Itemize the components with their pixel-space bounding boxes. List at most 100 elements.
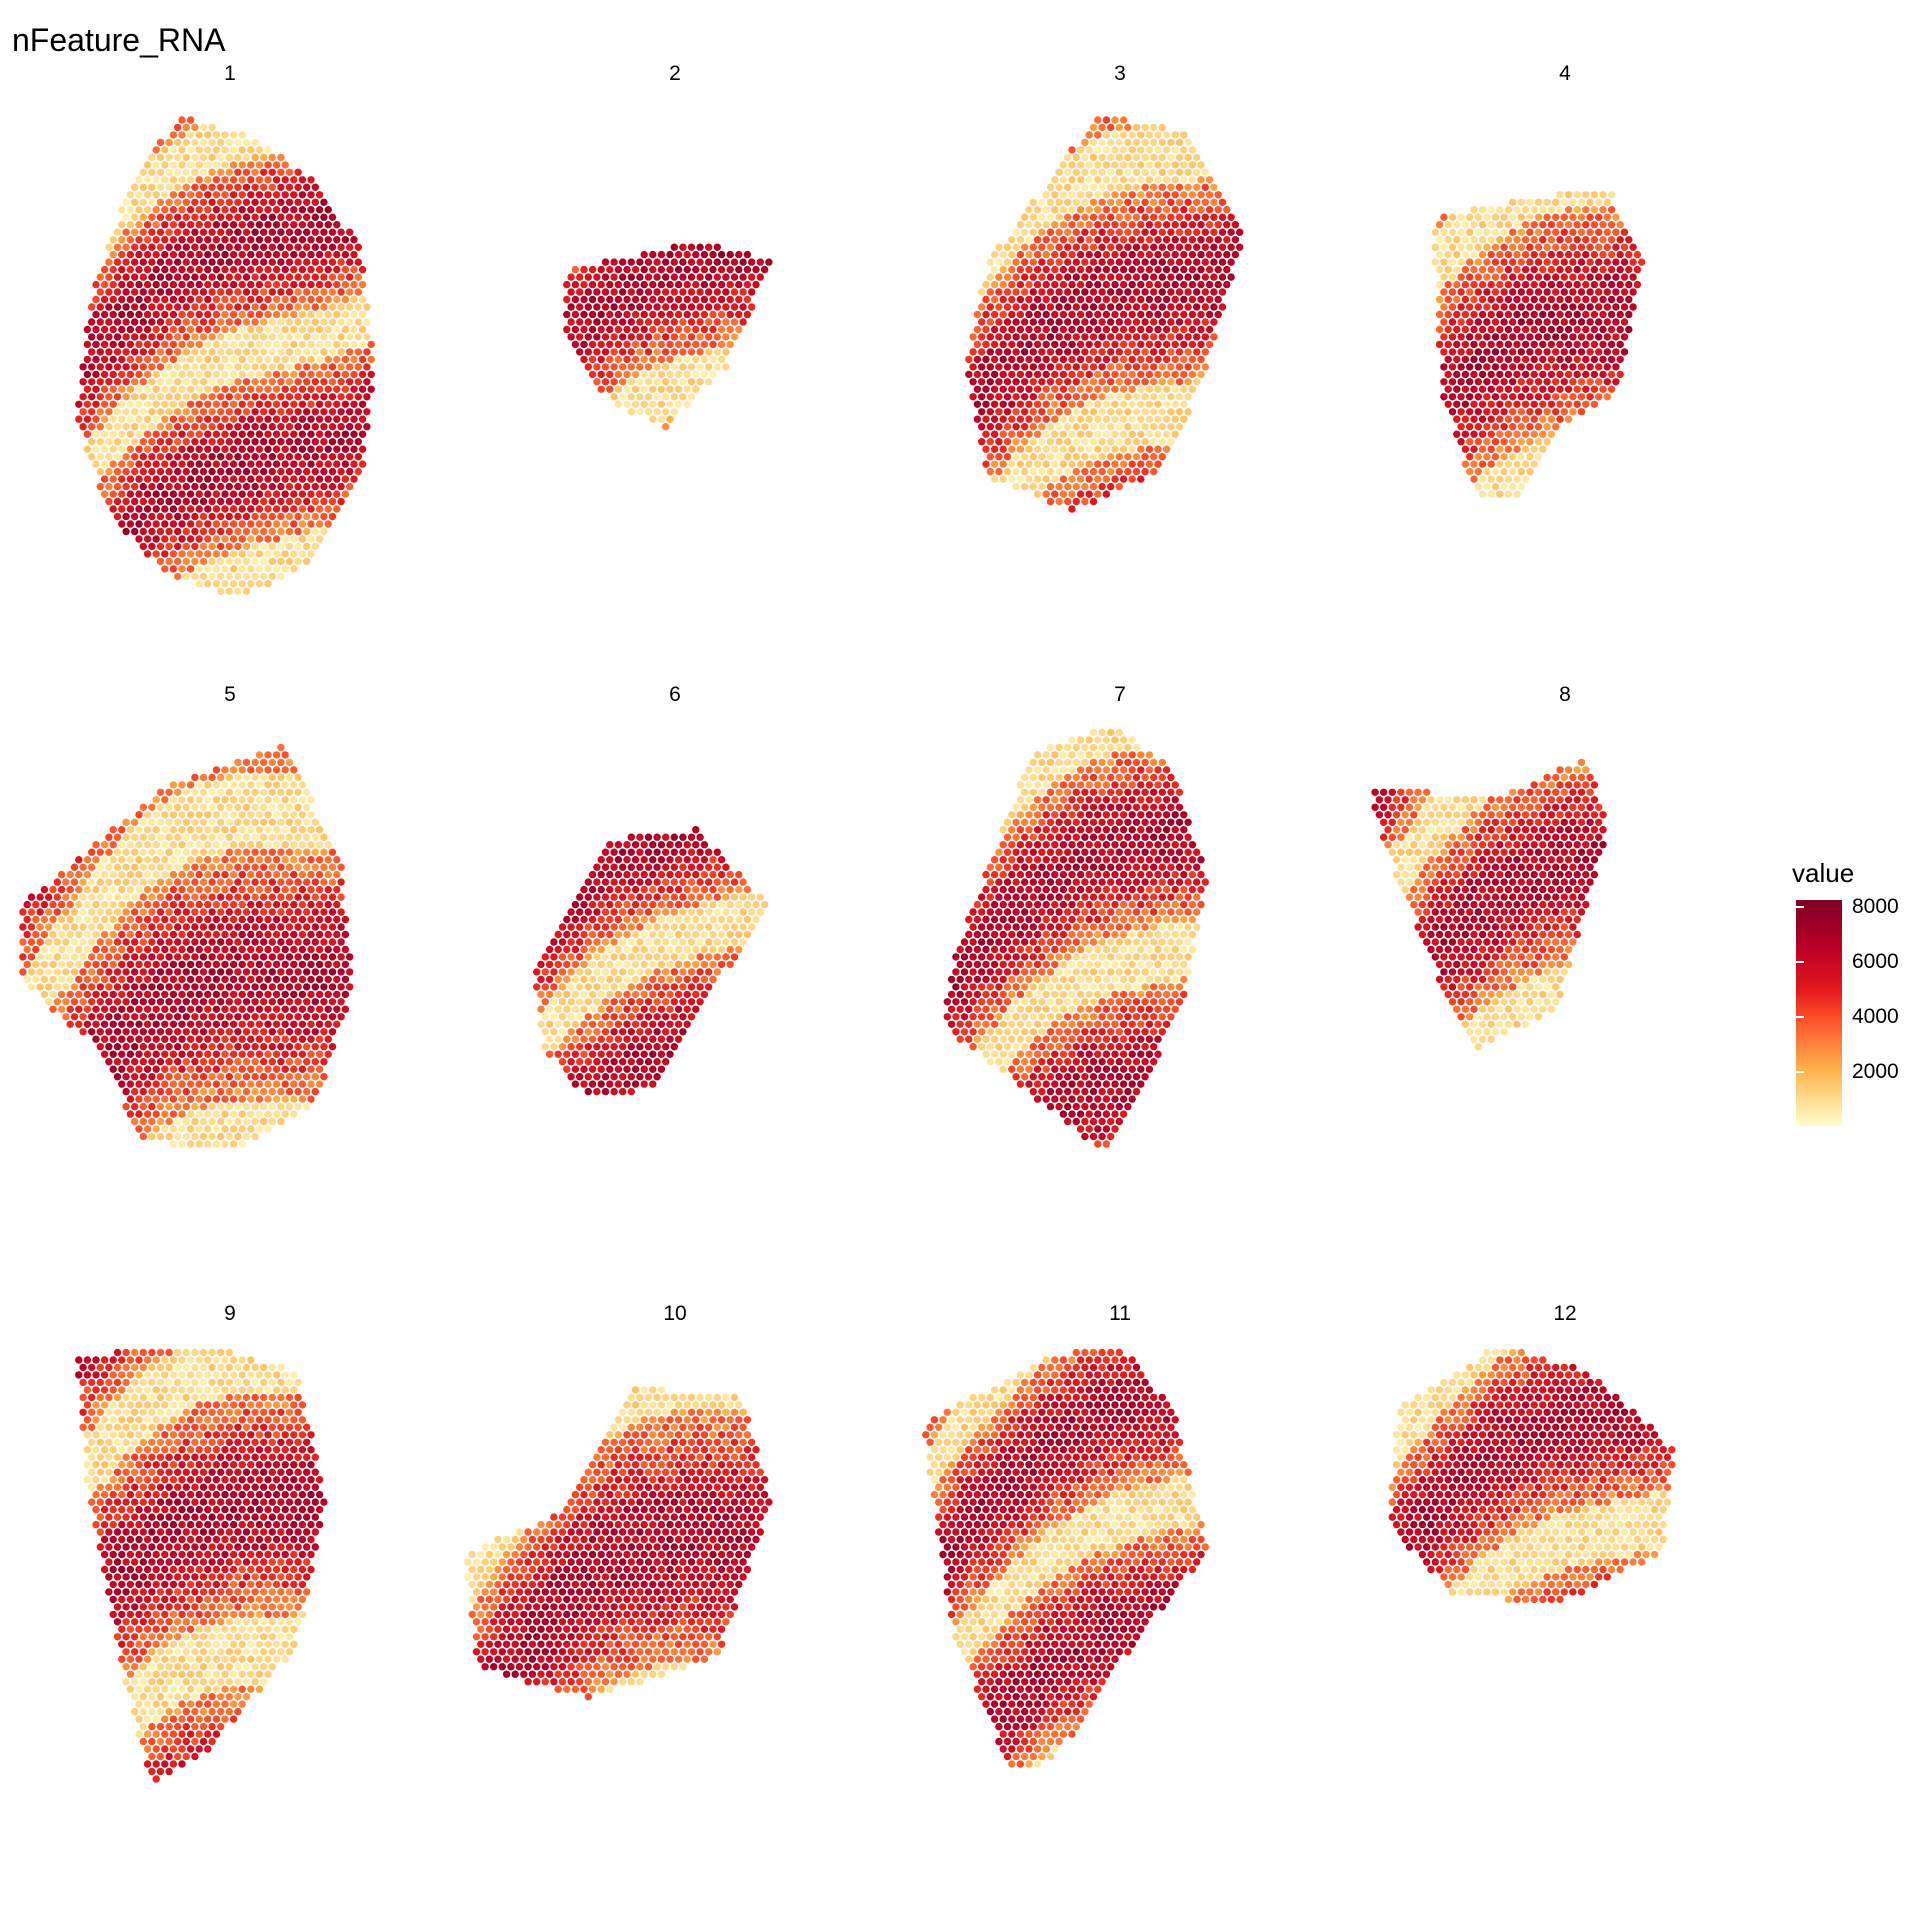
spot xyxy=(320,527,328,536)
spot xyxy=(1162,206,1171,214)
spot xyxy=(1119,191,1128,199)
spot xyxy=(303,348,311,356)
spot xyxy=(320,378,328,386)
spot xyxy=(182,998,190,1006)
spot xyxy=(311,968,319,976)
spot xyxy=(212,385,221,393)
spot xyxy=(1431,243,1439,251)
spot xyxy=(726,250,734,259)
spot xyxy=(1158,153,1166,162)
spot xyxy=(191,938,199,946)
spot xyxy=(131,273,139,281)
spot xyxy=(1193,153,1201,162)
spot xyxy=(135,960,143,969)
spot xyxy=(1132,258,1141,266)
spot xyxy=(234,168,242,176)
spot xyxy=(255,146,264,154)
spot xyxy=(225,243,233,251)
spot xyxy=(255,885,264,894)
spot xyxy=(311,878,319,886)
spot xyxy=(169,236,178,244)
spot xyxy=(1474,228,1482,236)
spot xyxy=(1564,370,1573,379)
spot xyxy=(161,945,169,954)
spot xyxy=(143,385,152,393)
spot xyxy=(260,878,268,886)
spot xyxy=(982,385,990,393)
spot xyxy=(1033,250,1042,259)
spot xyxy=(1539,206,1547,214)
spot xyxy=(1564,250,1573,259)
spot xyxy=(1051,415,1059,423)
spot xyxy=(1128,206,1136,214)
spot xyxy=(238,340,246,349)
spot xyxy=(268,938,276,946)
spot xyxy=(1042,310,1050,319)
spot xyxy=(1038,198,1046,206)
spot xyxy=(601,288,610,296)
spot xyxy=(1098,153,1106,162)
spot xyxy=(238,550,246,558)
spot xyxy=(1547,295,1556,304)
spot xyxy=(152,490,160,498)
spot xyxy=(1180,415,1188,423)
spot xyxy=(324,310,332,319)
spot xyxy=(165,378,173,386)
spot xyxy=(191,497,199,506)
spot xyxy=(1128,385,1136,393)
spot xyxy=(143,826,152,834)
spot xyxy=(1530,400,1538,408)
spot xyxy=(1008,236,1016,244)
spot xyxy=(199,467,208,476)
spot xyxy=(118,870,126,879)
spot xyxy=(614,355,623,364)
spot xyxy=(748,273,756,281)
spot xyxy=(1457,318,1465,326)
spot xyxy=(1046,333,1055,341)
spot xyxy=(96,983,105,991)
spot xyxy=(122,453,130,461)
spot xyxy=(1470,430,1478,438)
spot xyxy=(307,796,315,804)
spot xyxy=(169,161,178,169)
spot xyxy=(1193,348,1201,356)
spot xyxy=(199,512,208,521)
spot xyxy=(1543,243,1551,251)
spot xyxy=(597,310,605,319)
spot xyxy=(1184,348,1192,356)
spot xyxy=(195,385,203,393)
spot xyxy=(315,475,324,483)
spot xyxy=(346,348,354,356)
spot xyxy=(1188,206,1197,214)
spot xyxy=(1453,415,1461,423)
spot xyxy=(260,318,268,326)
spot xyxy=(1470,370,1478,379)
spot xyxy=(88,923,96,931)
spot xyxy=(148,542,156,551)
spot xyxy=(100,885,109,894)
spot xyxy=(298,811,307,819)
spot xyxy=(1055,348,1063,356)
spot xyxy=(1560,378,1568,386)
spot xyxy=(268,923,276,931)
spot xyxy=(1552,348,1560,356)
spot xyxy=(1046,378,1055,386)
spot xyxy=(1223,236,1231,244)
spot xyxy=(247,265,255,274)
spot xyxy=(169,990,178,999)
spot xyxy=(182,923,190,931)
spot xyxy=(268,482,276,491)
spot xyxy=(268,803,276,811)
spot xyxy=(1029,423,1037,431)
spot xyxy=(1154,280,1162,289)
spot xyxy=(122,953,130,961)
spot xyxy=(1016,250,1025,259)
spot xyxy=(229,295,238,304)
spot xyxy=(294,908,302,916)
spot xyxy=(1029,408,1037,416)
spot xyxy=(294,228,302,236)
spot xyxy=(79,968,87,976)
spot xyxy=(1098,273,1106,281)
spot xyxy=(285,467,294,476)
spot xyxy=(315,250,324,259)
